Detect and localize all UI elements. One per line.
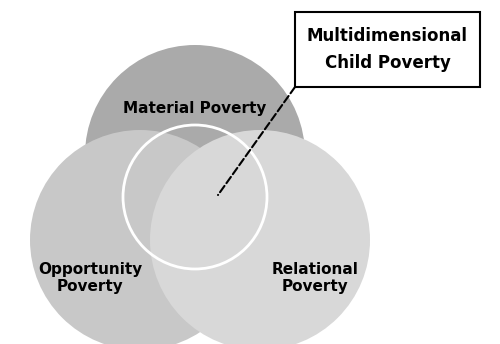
- Circle shape: [150, 130, 370, 344]
- Text: Material Poverty: Material Poverty: [124, 100, 266, 116]
- Circle shape: [85, 45, 305, 265]
- Circle shape: [30, 130, 250, 344]
- Text: Relational
Poverty: Relational Poverty: [272, 262, 358, 294]
- Text: Opportunity
Poverty: Opportunity Poverty: [38, 262, 142, 294]
- Text: Multidimensional
Child Poverty: Multidimensional Child Poverty: [307, 27, 468, 72]
- FancyBboxPatch shape: [295, 12, 480, 87]
